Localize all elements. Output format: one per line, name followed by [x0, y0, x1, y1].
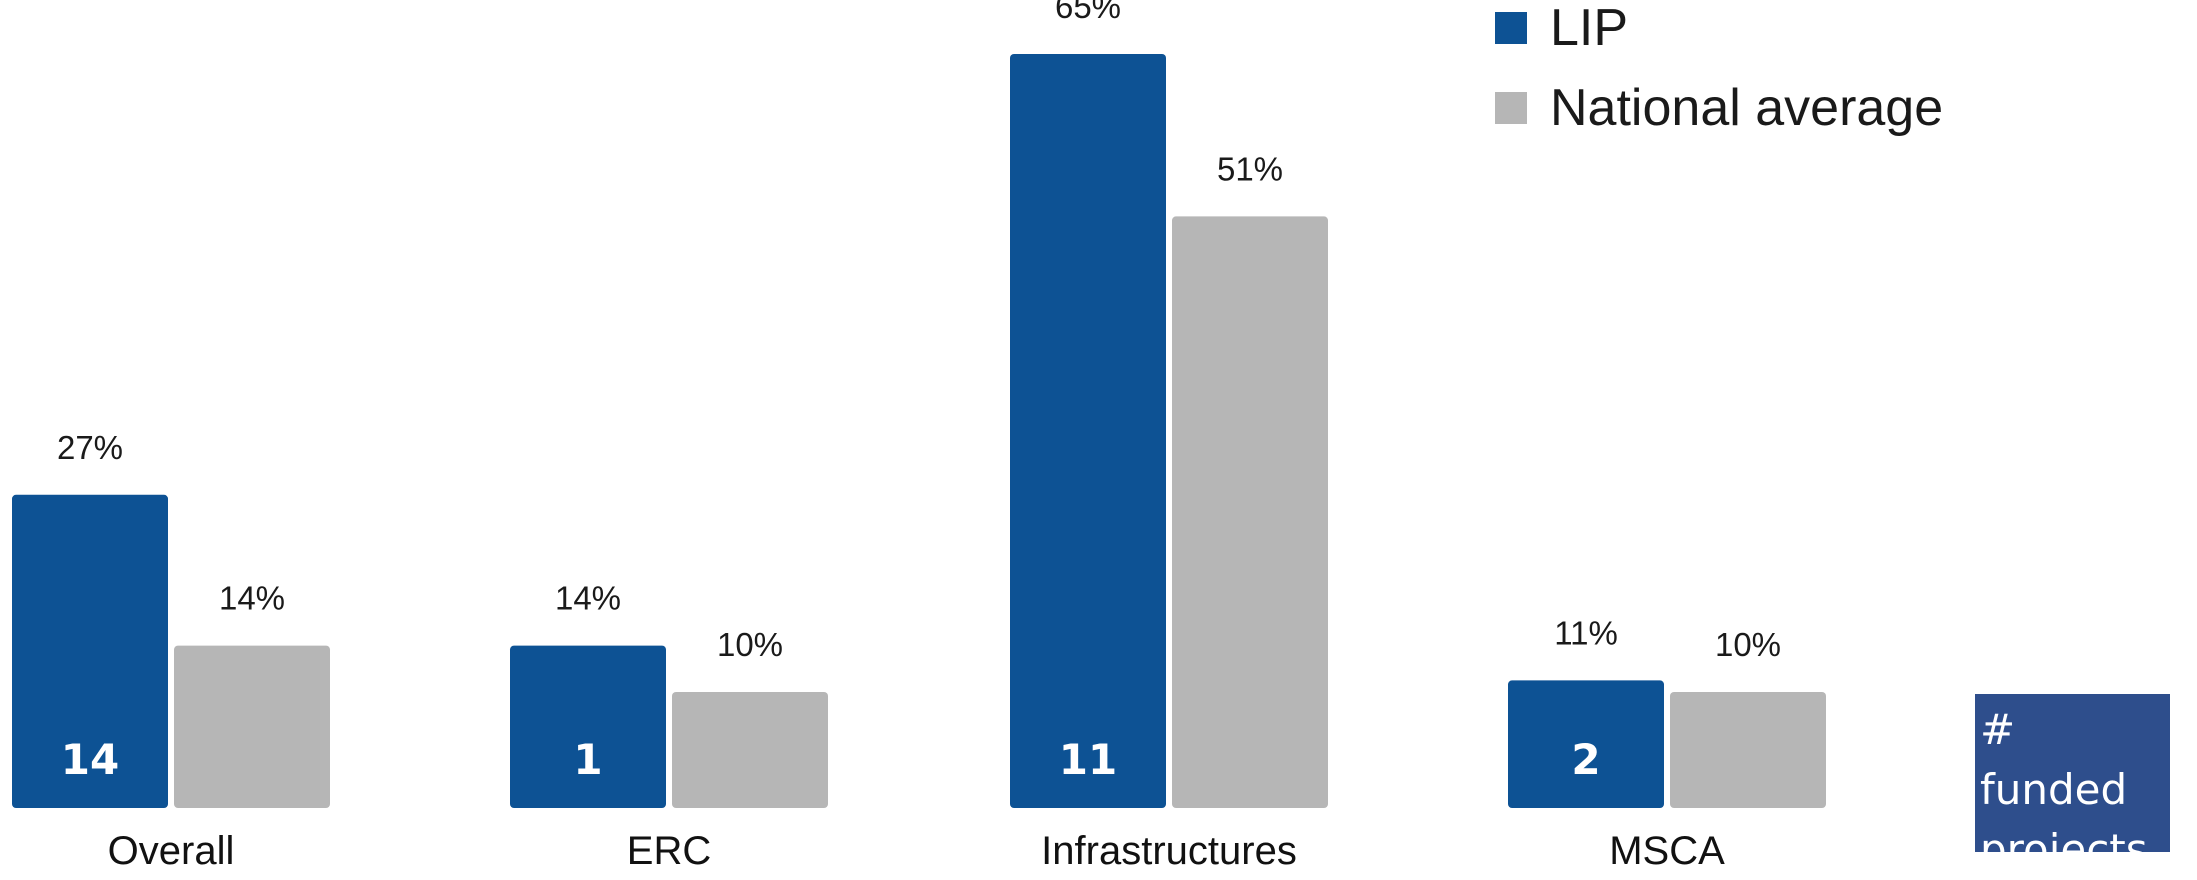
note-line-2: projects: [1980, 825, 2148, 874]
legend-swatch-lip: [1495, 12, 1527, 44]
bar-national-average-infrastructures: [1172, 216, 1328, 808]
note-line-1: # funded: [1980, 705, 2128, 814]
bar-national-average-msca: [1670, 692, 1826, 808]
value-label-lip-overall: 27%: [57, 429, 123, 466]
value-label-national-average-erc: 10%: [717, 626, 783, 663]
legend-swatch-national-average: [1495, 92, 1527, 124]
value-label-national-average-overall: 14%: [219, 580, 285, 617]
project-count-overall: 14: [61, 735, 119, 784]
value-label-national-average-msca: 10%: [1715, 626, 1781, 663]
bar-lip-infrastructures: [1010, 54, 1166, 808]
value-label-lip-erc: 14%: [555, 580, 621, 617]
bar-national-average-erc: [672, 692, 828, 808]
project-count-infrastructures: 11: [1059, 735, 1117, 784]
bar-lip-overall: [12, 494, 168, 808]
project-count-msca: 2: [1571, 735, 1600, 784]
project-count-erc: 1: [573, 735, 602, 784]
value-label-lip-msca: 11%: [1554, 614, 1618, 651]
funded-projects-note: # funded projects: [1980, 700, 2170, 880]
category-label-erc: ERC: [627, 829, 711, 867]
bar-lip-msca: [1508, 680, 1664, 808]
category-label-infrastructures: Infrastructures: [1041, 829, 1297, 867]
legend-label-lip: LIP: [1550, 0, 1628, 57]
funded-projects-note-box: [1975, 694, 2170, 852]
legend-label-national-average: National average: [1550, 79, 1943, 137]
value-label-lip-infrastructures: 65%: [1055, 0, 1121, 25]
category-label-msca: MSCA: [1609, 829, 1725, 867]
bar-lip-erc: [510, 645, 666, 808]
value-label-national-average-infrastructures: 51%: [1217, 150, 1283, 187]
bar-national-average-overall: [174, 645, 330, 808]
category-label-overall: Overall: [108, 829, 235, 867]
